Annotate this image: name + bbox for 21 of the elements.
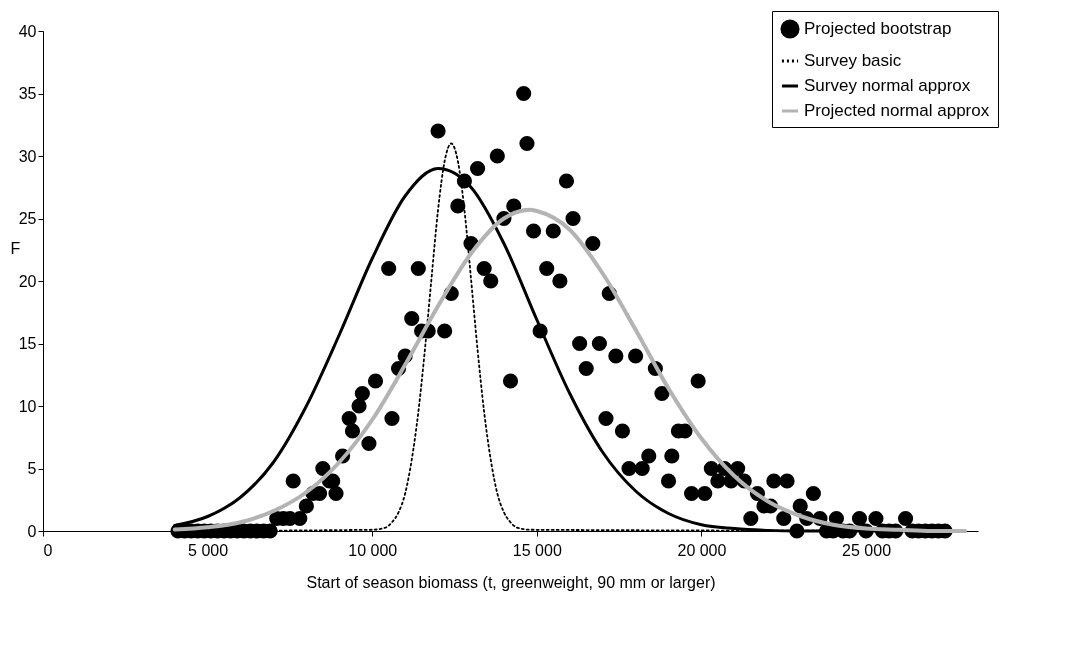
y-tick-label: 20 xyxy=(18,272,37,290)
x-axis-title: Start of season biomass (t, greenweight, 90 mm or larger) xyxy=(306,573,716,591)
legend-label: Projected normal approx xyxy=(804,101,990,120)
y-axis-title: F xyxy=(10,239,21,257)
y-tick-label: 35 xyxy=(18,85,37,102)
x-tick-label: 5 000 xyxy=(188,541,229,559)
x-tick-label: 0 xyxy=(43,541,53,559)
y-tick-label: 15 xyxy=(18,335,37,352)
y-tick-label: 5 xyxy=(27,460,37,477)
x-tick-label: 10 000 xyxy=(348,541,398,559)
y-tick-label: 40 xyxy=(18,22,37,40)
x-tick-label: 20 000 xyxy=(677,541,727,559)
x-tick-label: 25 000 xyxy=(842,541,892,559)
legend-label: Survey normal approx xyxy=(804,76,971,95)
y-tick-label: 30 xyxy=(18,147,37,165)
y-tick-label: 10 xyxy=(18,397,37,415)
y-tick-label: 0 xyxy=(27,522,37,540)
y-tick-label: 25 xyxy=(18,210,37,227)
legend-label: Survey basic xyxy=(804,51,902,70)
x-tick-label: 15 000 xyxy=(512,541,562,559)
legend-label: Projected bootstrap xyxy=(804,19,952,38)
